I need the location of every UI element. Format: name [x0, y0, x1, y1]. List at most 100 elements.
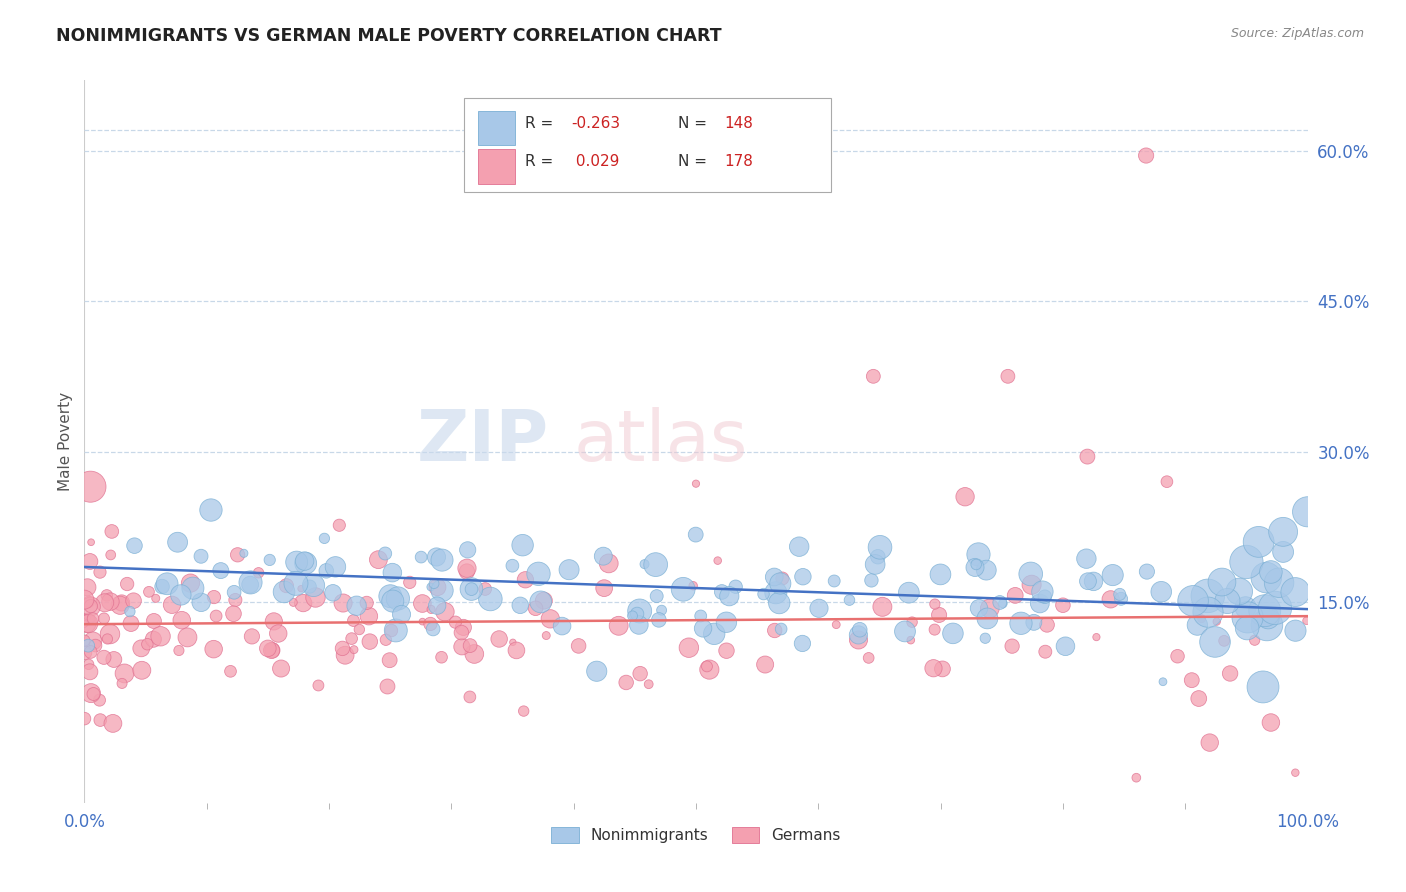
Y-axis label: Male Poverty: Male Poverty	[58, 392, 73, 491]
Point	[79, 554, 101, 568]
Point	[536, 628, 558, 642]
Point	[76, 580, 98, 594]
Point	[1181, 673, 1204, 688]
Point	[1136, 565, 1159, 579]
Point	[166, 535, 188, 549]
Point	[1284, 624, 1306, 638]
Point	[430, 650, 453, 665]
Text: 178: 178	[724, 154, 754, 169]
Point	[682, 579, 704, 593]
Point	[703, 627, 725, 641]
Point	[718, 589, 741, 603]
Point	[380, 589, 402, 603]
Point	[423, 576, 446, 591]
Text: R =: R =	[524, 154, 558, 169]
Point	[872, 599, 894, 614]
Point	[1022, 615, 1045, 630]
Point	[645, 589, 668, 603]
Point	[426, 580, 449, 594]
Point	[411, 597, 433, 611]
Point	[648, 613, 671, 627]
Point	[1188, 691, 1211, 706]
Text: R =: R =	[524, 116, 558, 131]
Point	[752, 587, 775, 601]
Point	[724, 580, 747, 594]
Point	[419, 616, 441, 631]
Text: ZIP: ZIP	[418, 407, 550, 476]
Point	[967, 601, 990, 615]
Point	[628, 604, 651, 618]
Point	[457, 542, 479, 557]
Text: atlas: atlas	[574, 407, 748, 476]
Point	[224, 585, 246, 599]
Point	[411, 615, 433, 629]
Point	[142, 614, 165, 628]
Point	[768, 596, 790, 610]
Point	[411, 550, 433, 565]
Point	[1211, 575, 1233, 590]
Point	[1135, 148, 1157, 162]
Point	[260, 643, 283, 657]
Point	[80, 686, 103, 700]
Point	[160, 598, 183, 612]
Point	[349, 623, 371, 637]
Point	[706, 553, 728, 567]
Point	[346, 599, 368, 613]
Point	[170, 613, 193, 627]
Point	[928, 607, 950, 622]
Point	[502, 635, 524, 649]
Point	[73, 616, 96, 631]
Point	[1296, 505, 1319, 519]
Point	[1004, 588, 1026, 602]
Point	[838, 593, 860, 607]
Point	[1247, 535, 1270, 549]
Point	[80, 612, 103, 626]
Point	[1033, 645, 1056, 659]
Text: N =: N =	[678, 154, 711, 169]
Point	[696, 659, 718, 673]
Point	[219, 665, 242, 679]
Point	[924, 623, 946, 637]
Point	[89, 713, 111, 727]
Point	[239, 577, 262, 591]
Point	[460, 582, 482, 596]
Point	[283, 595, 305, 609]
Point	[860, 574, 883, 588]
Point	[257, 641, 280, 656]
Point	[1205, 615, 1227, 629]
Point	[460, 582, 482, 596]
Point	[530, 595, 553, 609]
Point	[862, 369, 884, 384]
Point	[505, 643, 527, 657]
Point	[1029, 597, 1052, 611]
Point	[488, 632, 510, 646]
Point	[568, 639, 591, 653]
Point	[93, 650, 115, 665]
Point	[894, 624, 917, 639]
Point	[754, 657, 776, 672]
Point	[89, 565, 111, 579]
Point	[922, 661, 945, 675]
Point	[1187, 618, 1209, 632]
Point	[374, 632, 396, 647]
Point	[304, 591, 326, 605]
Point	[77, 657, 100, 672]
Point	[501, 558, 523, 573]
Point	[381, 566, 404, 580]
Point	[1021, 578, 1043, 592]
Point	[1077, 574, 1099, 589]
Point	[111, 596, 134, 610]
Point	[1076, 450, 1098, 464]
Point	[538, 612, 561, 626]
Point	[76, 616, 98, 631]
Point	[131, 663, 153, 677]
Point	[924, 597, 946, 611]
Point	[96, 588, 118, 602]
Point	[205, 609, 228, 624]
Bar	[478, 149, 515, 184]
Point	[333, 648, 356, 663]
Text: NONIMMIGRANTS VS GERMAN MALE POVERTY CORRELATION CHART: NONIMMIGRANTS VS GERMAN MALE POVERTY COR…	[56, 27, 721, 45]
Point	[770, 572, 793, 586]
Point	[202, 590, 225, 604]
Point	[156, 576, 179, 591]
